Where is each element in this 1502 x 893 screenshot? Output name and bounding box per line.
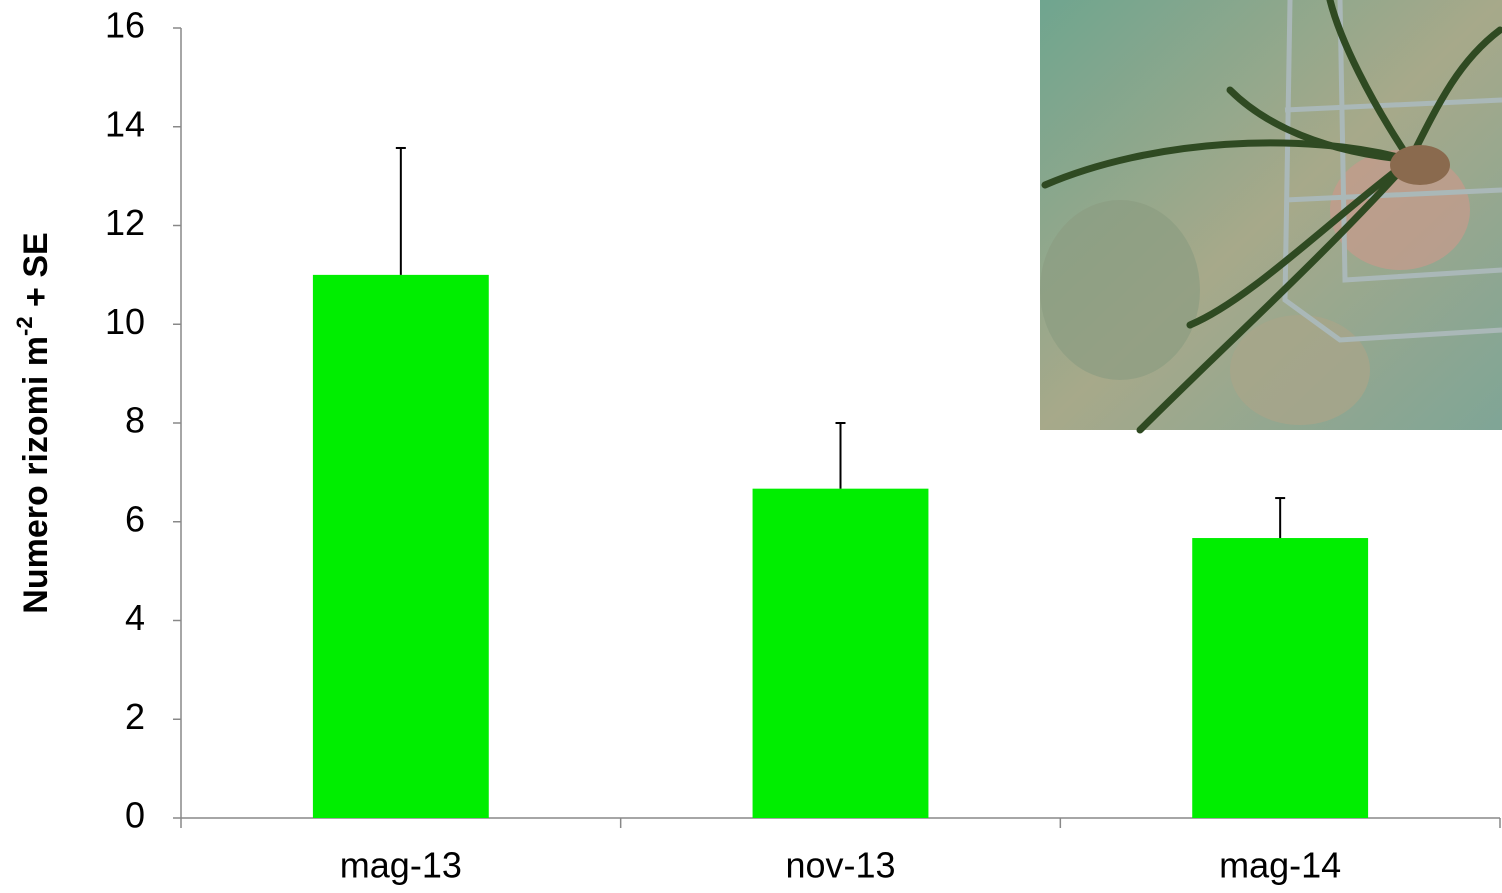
- bar: [313, 275, 489, 818]
- y-tick-label: 4: [125, 597, 145, 638]
- y-tick-label: 8: [125, 400, 145, 441]
- y-tick-label: 14: [105, 103, 145, 144]
- y-tick-label: 6: [125, 498, 145, 539]
- y-tick-label: 0: [125, 795, 145, 836]
- chart: Numero rizomi m-2 + SE 0 2 4 6 8 10 12 14 16 mag-…: [0, 0, 1502, 893]
- y-tick-label: 12: [105, 202, 145, 243]
- page: Numero rizomi m-2 + SE 0 2 4 6 8 10 12 14 16 mag-…: [0, 0, 1502, 893]
- bar: [753, 489, 929, 818]
- y-label-sup: -2: [12, 316, 37, 336]
- y-tick-label: 16: [105, 5, 145, 46]
- x-tick-label: nov-13: [785, 845, 895, 886]
- y-axis-label: Numero rizomi m-2 + SE: [12, 232, 55, 613]
- photo-inset: [1040, 0, 1502, 430]
- y-label-suffix: + SE: [17, 232, 55, 316]
- y-tick-label: 2: [125, 696, 145, 737]
- x-tick-label: mag-14: [1219, 845, 1341, 886]
- x-tick-label: mag-13: [340, 845, 462, 886]
- error-bar: [1275, 498, 1285, 538]
- y-tick-label: 10: [105, 301, 145, 342]
- error-bar: [396, 148, 406, 275]
- y-label-text: Numero rizomi m: [17, 336, 55, 614]
- error-bar: [836, 423, 846, 489]
- bar: [1192, 538, 1368, 818]
